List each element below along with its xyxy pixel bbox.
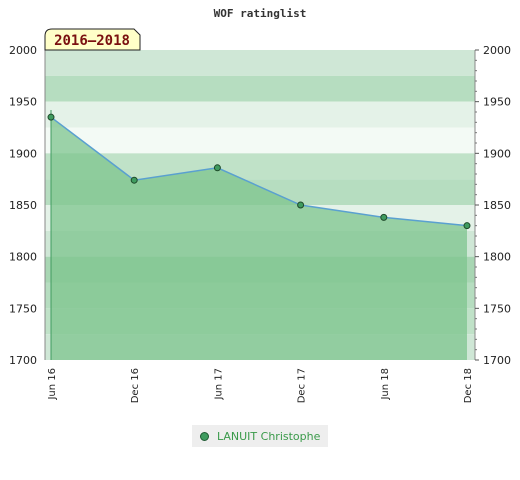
period-badge-box: [44, 28, 141, 51]
series-area: [51, 117, 467, 361]
x-tick-label: Dec 16: [130, 368, 141, 403]
data-point: [213, 164, 221, 172]
y-tick-label-left: 1800: [9, 251, 37, 264]
legend: LANUIT Christophe: [192, 425, 328, 447]
series-line: [50, 116, 468, 227]
period-label: 2016–2018: [54, 33, 130, 49]
y-tick-label-left: 1950: [9, 96, 37, 109]
data-point: [380, 213, 388, 221]
y-tick-label-right: 2000: [483, 44, 511, 57]
x-tick-label: Dec 17: [297, 368, 308, 403]
data-point: [463, 222, 471, 230]
data-point: [47, 113, 55, 121]
period-badge: 2016–2018: [44, 28, 141, 51]
legend-marker: [200, 431, 209, 441]
y-tick-label-right: 1800: [483, 251, 511, 264]
y-tick-label-right: 1950: [483, 96, 511, 109]
x-ticks: Jun 16 Dec 16 Jun 17 Dec 17 Jun 18 Dec 18: [47, 368, 474, 403]
background-band: [45, 101, 475, 128]
background-band: [45, 75, 475, 102]
y-tick-label-left: 1700: [9, 354, 37, 367]
data-points: [47, 113, 471, 230]
legend-label: LANUIT Christophe: [217, 429, 321, 443]
y-tick-label-right: 1850: [483, 199, 511, 212]
y-tick-label-right: 1700: [483, 354, 511, 367]
x-tick-label: Jun 18: [380, 368, 391, 401]
y-tick-label-left: 2000: [9, 44, 37, 57]
x-tick-label: Jun 16: [47, 368, 58, 401]
y-ticks-right: 1700 1750 1800 1850 1900 1950 2000: [475, 44, 511, 367]
data-point: [130, 176, 138, 184]
y-tick-label-right: 1900: [483, 147, 511, 160]
y-tick-label-left: 1900: [9, 147, 37, 160]
chart-title: WOF ratinglist: [214, 7, 307, 20]
y-ticks-left: 1700 1750 1800 1850 1900 1950 2000: [9, 44, 37, 367]
x-tick-label: Dec 18: [463, 368, 474, 403]
background-band: [45, 127, 475, 154]
y-tick-label-left: 1750: [9, 302, 37, 315]
data-point: [297, 201, 305, 209]
y-tick-label-left: 1850: [9, 199, 37, 212]
area-layer: [50, 116, 468, 361]
x-tick-label: Jun 17: [213, 368, 224, 401]
y-tick-label-right: 1750: [483, 302, 511, 315]
background-band: [45, 50, 475, 76]
